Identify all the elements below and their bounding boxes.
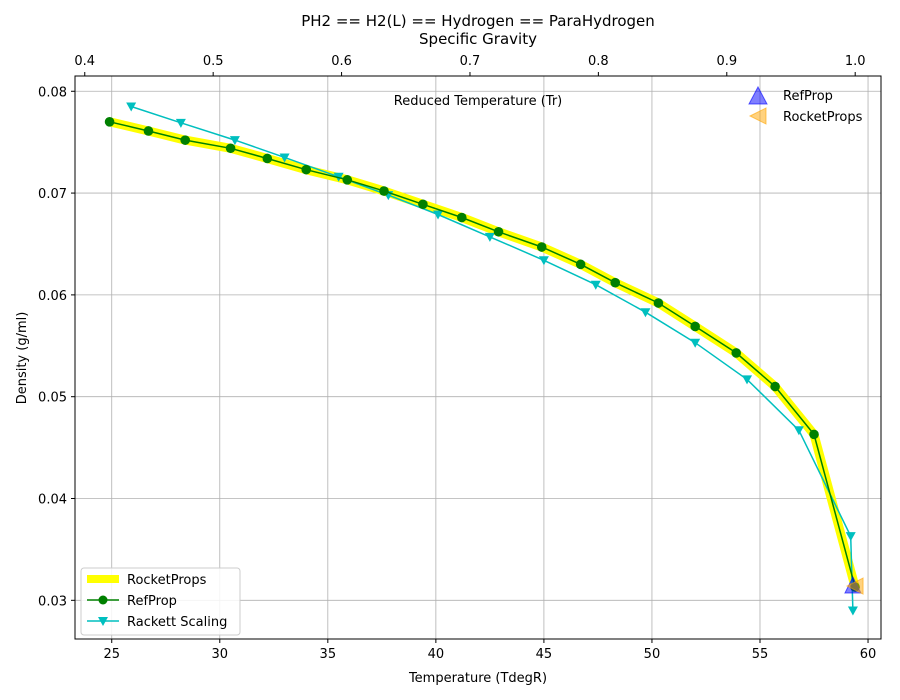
refprop-point <box>143 126 154 136</box>
legend-critical-rocketprops-label: RocketProps <box>783 110 863 125</box>
rackett-series-line <box>130 105 854 611</box>
legend-rocketprops-label: RocketProps <box>127 573 207 588</box>
x-axis-ticks: 25 30 35 40 45 50 55 60 <box>103 639 876 662</box>
top-tick-label: 0.9 <box>716 54 737 69</box>
series-layer <box>104 102 860 616</box>
rackett-point <box>640 308 651 318</box>
x-axis-label: Temperature (TdegR) <box>408 671 547 686</box>
refprop-point <box>262 153 273 164</box>
refprop-point <box>418 199 428 210</box>
plot-frame <box>74 75 882 640</box>
legend-critical-refprop-label: RefProp <box>783 89 833 104</box>
refprop-point <box>225 143 236 154</box>
top-tick-label: 0.8 <box>588 54 609 69</box>
rackett-point <box>433 210 444 220</box>
legend-critical-points: RefProp RocketProps <box>748 85 863 125</box>
refprop-series-line <box>109 121 856 588</box>
rocketprops-critical-point <box>845 577 864 595</box>
rackett-point <box>845 532 856 542</box>
rackett-point <box>484 232 495 242</box>
x-tick-label: 45 <box>536 647 553 662</box>
rackett-point <box>229 136 240 146</box>
chart-title: PH2 == H2(L) == Hydrogen == ParaHydrogen <box>301 12 655 30</box>
refprop-point <box>456 212 467 223</box>
rackett-point <box>793 426 804 436</box>
x-tick-label: 35 <box>320 647 337 662</box>
refprop-point <box>809 429 819 440</box>
y-axis-label: Density (g/ml) <box>15 312 30 405</box>
legend-refprop-label: RefProp <box>127 594 177 609</box>
y-tick-label: 0.07 <box>38 187 67 202</box>
y-tick-label: 0.06 <box>38 289 67 304</box>
refprop-point <box>575 259 586 270</box>
x-tick-label: 50 <box>644 647 661 662</box>
legend-rackett-label: Rackett Scaling <box>127 615 227 630</box>
refprop-point <box>301 164 312 175</box>
legend-series: RocketProps RefProp Rackett Scaling <box>80 567 241 636</box>
x-tick-label: 60 <box>860 647 877 662</box>
x-tick-label: 55 <box>752 647 769 662</box>
x-tick-label: 25 <box>103 647 120 662</box>
y-tick-label: 0.04 <box>38 493 67 508</box>
legend-rocketprops-triangle-icon <box>748 107 767 125</box>
legend-rackett-marker-icon <box>98 617 108 626</box>
rackett-point <box>279 153 290 163</box>
refprop-point <box>493 226 504 237</box>
top-tick-label: 0.4 <box>74 54 95 69</box>
refprop-point <box>610 277 621 288</box>
rackett-point <box>742 375 753 385</box>
legend-box <box>80 567 241 636</box>
refprop-point <box>731 348 742 358</box>
critical-point-layer <box>844 575 864 595</box>
top-tick-label: 0.7 <box>460 54 481 69</box>
x-tick-label: 30 <box>212 647 229 662</box>
chart-subtitle: Specific Gravity <box>419 30 537 48</box>
rackett-point <box>126 102 137 112</box>
y-axis-ticks: 0.03 0.04 0.05 0.06 0.07 0.08 <box>38 85 75 609</box>
refprop-point <box>653 298 664 308</box>
rackett-point <box>590 280 601 290</box>
top-tick-label: 0.6 <box>331 54 352 69</box>
top-tick-label: 1.0 <box>845 54 866 69</box>
refprop-point <box>690 321 700 332</box>
rackett-point <box>690 338 701 348</box>
top-tick-label: 0.5 <box>203 54 224 69</box>
refprop-point <box>104 117 115 127</box>
y-tick-label: 0.08 <box>38 85 67 100</box>
y-tick-label: 0.03 <box>38 594 67 609</box>
top-axis-ticks: 0.4 0.5 0.6 0.7 0.8 0.9 1.0 <box>74 54 866 76</box>
refprop-point <box>770 381 780 392</box>
refprop-point <box>180 135 191 145</box>
x-tick-label: 40 <box>428 647 445 662</box>
top-axis-label: Reduced Temperature (Tr) <box>394 94 562 109</box>
rackett-point <box>538 256 549 266</box>
refprop-point <box>536 242 547 252</box>
refprop-point <box>379 186 389 196</box>
refprop-point <box>342 175 353 185</box>
legend-refprop-triangle-icon <box>748 85 768 105</box>
rackett-point <box>175 118 186 128</box>
y-tick-label: 0.05 <box>38 391 67 406</box>
legend-refprop-marker-icon <box>98 595 108 605</box>
rackett-point <box>847 606 858 616</box>
